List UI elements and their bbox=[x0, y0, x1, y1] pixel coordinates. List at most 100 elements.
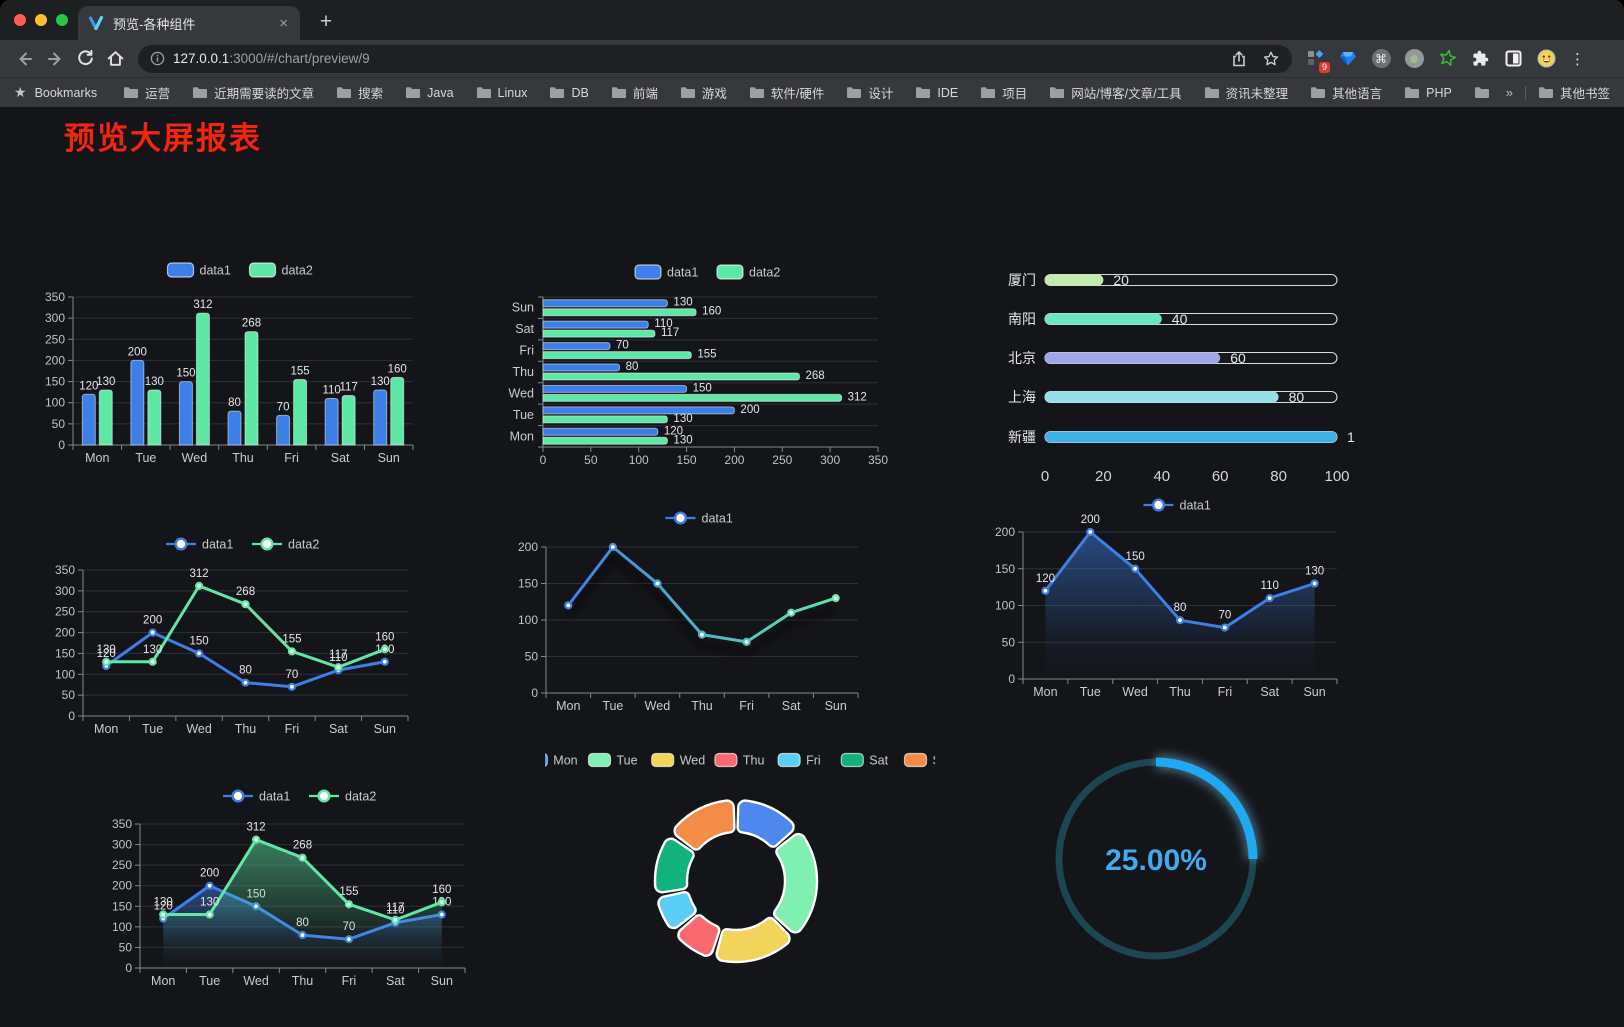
svg-text:130: 130 bbox=[200, 897, 219, 909]
extension-star-icon[interactable] bbox=[1437, 49, 1457, 69]
progress-bar-chart[interactable]: 厦门 20 南阳 40 北京 60 上海 80 新疆 100 0 20 40 60 80 100 bbox=[985, 265, 1371, 490]
svg-text:Sun: Sun bbox=[933, 754, 936, 768]
svg-text:Mon: Mon bbox=[1033, 685, 1057, 699]
bookmark-folder[interactable]: 搜索 bbox=[336, 83, 383, 102]
line-chart-area[interactable]: data1 0 50 100 150 200 Mon Tue Wed Thu Fri Sat Sun 12… bbox=[983, 490, 1351, 702]
svg-text:Mon: Mon bbox=[556, 699, 580, 713]
minimize-window-button[interactable] bbox=[35, 14, 47, 26]
svg-text:155: 155 bbox=[697, 349, 716, 361]
bookmarks-label[interactable]: Bookmarks bbox=[34, 85, 98, 100]
bookmark-folder[interactable]: 文件服务器 bbox=[1474, 83, 1494, 102]
forward-button[interactable] bbox=[40, 44, 70, 74]
svg-text:350: 350 bbox=[868, 453, 888, 467]
svg-text:312: 312 bbox=[189, 568, 208, 580]
svg-text:Sun: Sun bbox=[512, 301, 534, 315]
extension-grid-icon[interactable]: 9 bbox=[1305, 49, 1330, 73]
bar-chart[interactable]: data1 data2 0 50 100 150 200 250 300 350 Mon Tue Wed… bbox=[40, 255, 420, 470]
bookmark-folder[interactable]: Java bbox=[405, 86, 454, 100]
bookmark-folder[interactable]: IDE bbox=[915, 86, 958, 100]
share-icon[interactable] bbox=[1230, 50, 1248, 68]
svg-text:130: 130 bbox=[145, 376, 164, 388]
maximize-window-button[interactable] bbox=[56, 14, 68, 26]
home-button[interactable] bbox=[100, 44, 130, 74]
svg-text:20: 20 bbox=[1113, 272, 1129, 288]
close-window-button[interactable] bbox=[14, 14, 26, 26]
bookmark-folder[interactable]: 前端 bbox=[611, 83, 658, 102]
bookmark-folder[interactable]: 近期需要读的文章 bbox=[192, 83, 314, 102]
horizontal-bar-chart[interactable]: data1 data2 0 50 100 150 200 250 300 350 Mon 120 130… bbox=[505, 257, 890, 472]
bookmarks-list: 运营 近期需要读的文章 搜索 Java Linux DB 前端 游戏 软件/硬件 设计 IDE 项目 网… bbox=[123, 83, 1494, 102]
extension-emoji-icon[interactable] bbox=[1536, 49, 1556, 69]
svg-text:北京: 北京 bbox=[1008, 350, 1036, 366]
svg-text:250: 250 bbox=[45, 332, 65, 346]
svg-text:50: 50 bbox=[62, 688, 76, 702]
reload-button[interactable] bbox=[70, 44, 100, 74]
svg-text:60: 60 bbox=[1212, 468, 1229, 485]
extension-command-icon[interactable]: ⌘ bbox=[1371, 49, 1391, 69]
svg-text:Mon: Mon bbox=[94, 722, 118, 736]
svg-text:200: 200 bbox=[112, 879, 132, 893]
svg-text:Sat: Sat bbox=[386, 974, 405, 988]
svg-text:110: 110 bbox=[1261, 580, 1279, 592]
bookmark-star-icon[interactable] bbox=[1262, 50, 1280, 68]
bookmark-folder[interactable]: 资讯未整理 bbox=[1204, 83, 1288, 102]
svg-text:200: 200 bbox=[200, 868, 219, 880]
other-bookmarks[interactable]: 其他书签 bbox=[1538, 83, 1610, 102]
gauge-chart[interactable]: 25.00% bbox=[1030, 747, 1282, 977]
back-button[interactable] bbox=[10, 44, 40, 74]
svg-text:Fri: Fri bbox=[285, 722, 300, 736]
bookmark-folder[interactable]: 网站/博客/文章/工具 bbox=[1049, 83, 1182, 102]
svg-text:160: 160 bbox=[432, 884, 451, 896]
svg-text:Sun: Sun bbox=[1303, 685, 1325, 699]
svg-text:Fri: Fri bbox=[519, 344, 534, 358]
svg-text:117: 117 bbox=[339, 382, 357, 394]
svg-text:Sat: Sat bbox=[329, 722, 348, 736]
svg-text:200: 200 bbox=[518, 540, 538, 554]
svg-text:200: 200 bbox=[128, 346, 147, 358]
browser-menu-icon[interactable]: ⋮ bbox=[1570, 50, 1585, 68]
bookmark-folder[interactable]: PHP bbox=[1404, 86, 1452, 100]
new-tab-button[interactable]: + bbox=[319, 10, 333, 33]
svg-text:130: 130 bbox=[673, 434, 692, 446]
folder-icon bbox=[1311, 87, 1326, 98]
extension-gem-icon[interactable] bbox=[1338, 49, 1358, 69]
browser-tab[interactable]: 预览-各种组件 × bbox=[78, 6, 300, 40]
folder-icon bbox=[847, 87, 862, 98]
extension-frame-icon[interactable] bbox=[1503, 49, 1523, 69]
svg-text:Fri: Fri bbox=[1218, 685, 1233, 699]
svg-text:110: 110 bbox=[322, 384, 340, 396]
bookmark-folder[interactable]: 软件/硬件 bbox=[749, 83, 824, 102]
bookmarks-overflow-icon[interactable]: » bbox=[1505, 85, 1513, 100]
svg-text:155: 155 bbox=[339, 886, 358, 898]
bookmark-folder[interactable]: 设计 bbox=[846, 83, 893, 102]
svg-text:268: 268 bbox=[242, 318, 261, 330]
bookmark-folder[interactable]: 运营 bbox=[123, 83, 170, 102]
extension-record-icon[interactable] bbox=[1404, 49, 1424, 69]
svg-text:120: 120 bbox=[1036, 573, 1055, 585]
svg-text:0: 0 bbox=[540, 453, 547, 467]
svg-text:data1: data1 bbox=[702, 512, 733, 526]
bookmark-folder[interactable]: 项目 bbox=[980, 83, 1027, 102]
bookmark-folder[interactable]: 游戏 bbox=[680, 83, 727, 102]
forward-icon bbox=[48, 52, 61, 65]
line-chart-dual[interactable]: data1 data2 0 50 100 150 200 250 300 350 Mon Tue Wed… bbox=[40, 530, 418, 745]
bookmark-folder[interactable]: DB bbox=[549, 86, 589, 100]
svg-text:厦门: 厦门 bbox=[1008, 272, 1036, 288]
svg-text:80: 80 bbox=[1270, 468, 1287, 485]
title-bar: 预览-各种组件 × + bbox=[0, 0, 1624, 40]
svg-text:268: 268 bbox=[236, 586, 255, 598]
folder-icon bbox=[1538, 87, 1553, 98]
tab-close-icon[interactable]: × bbox=[279, 14, 288, 32]
svg-text:0: 0 bbox=[125, 961, 132, 975]
line-chart-gradient[interactable]: data1 0 50 100 150 200 Mon Tue Wed Thu Fri Sat Sun bbox=[498, 503, 870, 715]
svg-text:Thu: Thu bbox=[691, 699, 713, 713]
svg-text:117: 117 bbox=[386, 902, 404, 914]
bookmark-folder[interactable]: 其他语言 bbox=[1310, 83, 1382, 102]
donut-chart[interactable]: Mon Tue Wed Thu Fri Sat Sun bbox=[524, 744, 955, 979]
extensions-puzzle-icon[interactable] bbox=[1470, 49, 1490, 69]
line-chart-dual-area[interactable]: data1 data2 0 50 100 150 200 250 300 350 Mon Tue Wed… bbox=[100, 782, 480, 994]
svg-text:110: 110 bbox=[386, 905, 404, 917]
reload-icon bbox=[77, 49, 93, 66]
bookmark-folder[interactable]: Linux bbox=[476, 86, 527, 100]
url-bar[interactable]: 127.0.0.1:3000/#/chart/preview/9 bbox=[138, 44, 1292, 73]
